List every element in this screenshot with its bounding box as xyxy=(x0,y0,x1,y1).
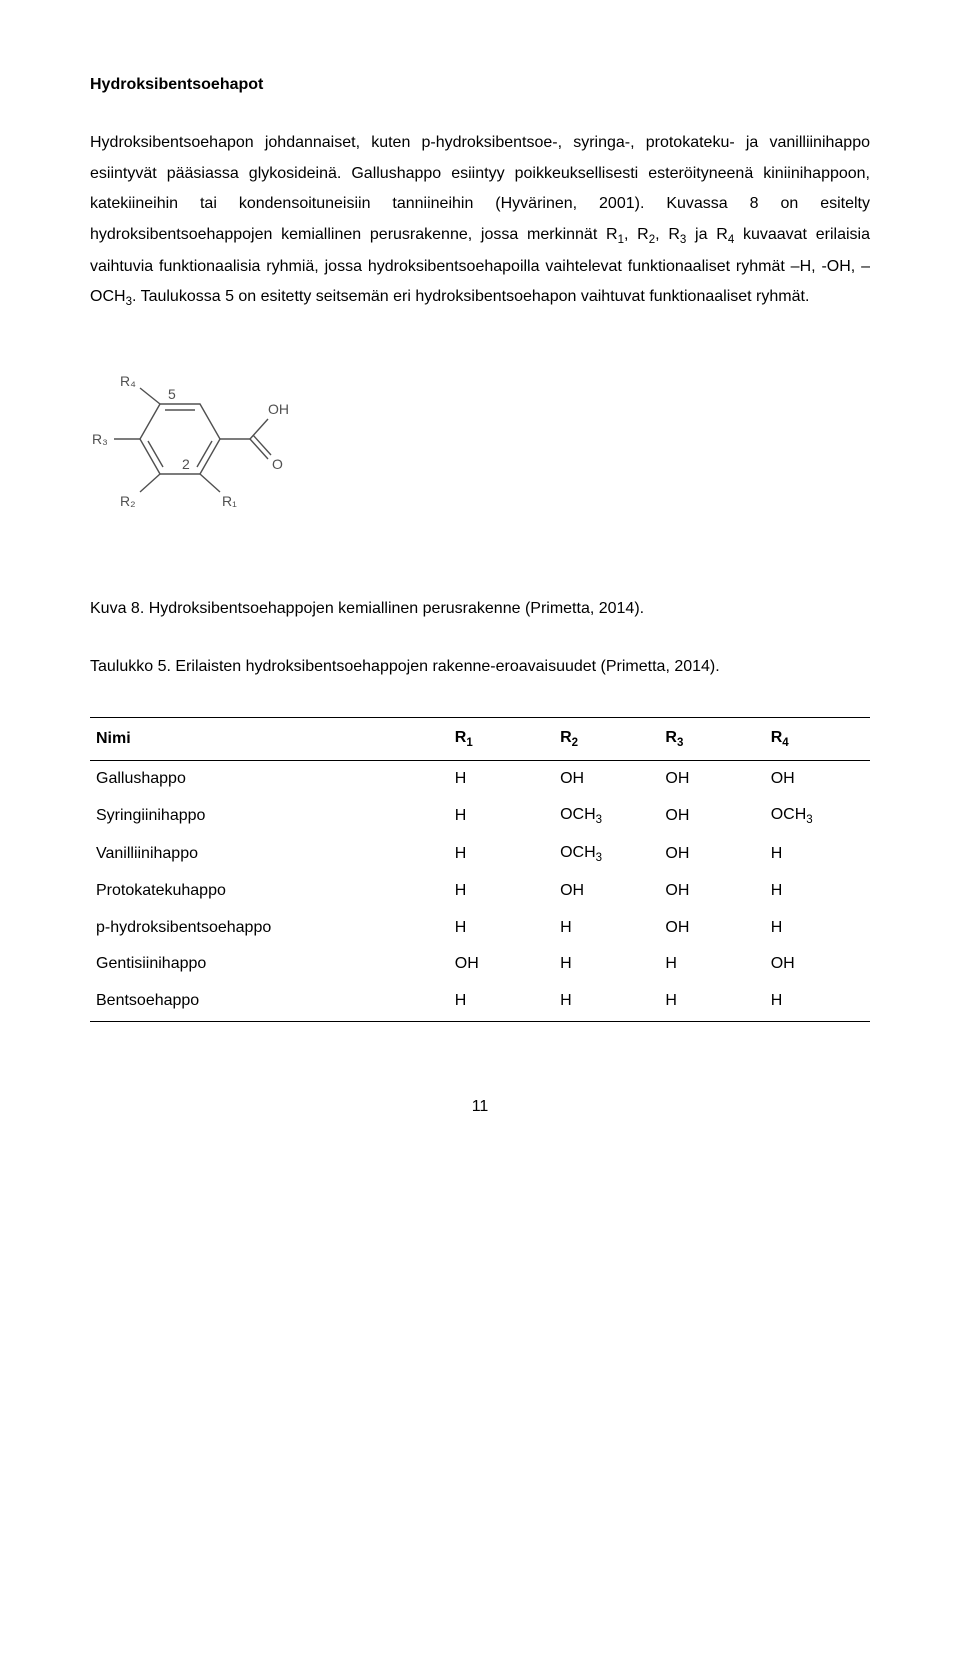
cell-value: H xyxy=(449,797,554,835)
cell-name: Vanilliinihappo xyxy=(90,835,449,873)
main-paragraph: Hydroksibentsoehapon johdannaiset, kuten… xyxy=(90,128,870,314)
cell-value: OH xyxy=(659,873,764,909)
table-row: ProtokatekuhappoHOHOHH xyxy=(90,873,870,909)
figure-caption: Kuva 8. Hydroksibentsoehappojen kemialli… xyxy=(90,594,870,624)
cell-value: H xyxy=(765,873,870,909)
table-row: SyringiinihappoHOCH3OHOCH3 xyxy=(90,797,870,835)
cell-value: OCH3 xyxy=(554,797,659,835)
cell-value: H xyxy=(554,983,659,1022)
cell-value: OH xyxy=(659,760,764,797)
table-body: GallushappoHOHOHOHSyringiinihappoHOCH3OH… xyxy=(90,760,870,1021)
cell-value: H xyxy=(449,910,554,946)
th-r4: R4 xyxy=(765,717,870,760)
cell-value: OCH3 xyxy=(554,835,659,873)
cell-value: H xyxy=(765,910,870,946)
label-r4: R₄ xyxy=(120,373,136,389)
label-oh: OH xyxy=(268,401,289,417)
cell-value: H xyxy=(765,983,870,1022)
th-r2: R2 xyxy=(554,717,659,760)
page-number: 11 xyxy=(90,1092,870,1122)
section-title: Hydroksibentsoehapot xyxy=(90,70,870,100)
cell-name: Protokatekuhappo xyxy=(90,873,449,909)
table-caption: Taulukko 5. Erilaisten hydroksibentsoeha… xyxy=(90,652,870,682)
cell-value: H xyxy=(554,946,659,982)
table-row: VanilliinihappoHOCH3OHH xyxy=(90,835,870,873)
cell-value: OH xyxy=(659,797,764,835)
para-text-2: , R xyxy=(624,226,649,243)
cell-value: H xyxy=(659,946,764,982)
para-text-6: . Taulukossa 5 on esitetty seitsemän eri… xyxy=(132,288,809,305)
cell-value: OH xyxy=(554,760,659,797)
cell-name: p-hydroksibentsoehappo xyxy=(90,910,449,946)
label-5: 5 xyxy=(168,386,176,402)
cell-value: OH xyxy=(659,910,764,946)
molecule-figure: R₄ R₃ R₂ R₁ 5 2 OH O xyxy=(90,364,870,544)
compound-table: Nimi R1 R2 R3 R4 GallushappoHOHOHOHSyrin… xyxy=(90,717,870,1022)
cell-value: H xyxy=(449,835,554,873)
cell-name: Gallushappo xyxy=(90,760,449,797)
cell-name: Bentsoehappo xyxy=(90,983,449,1022)
table-row: p-hydroksibentsoehappoHHOHH xyxy=(90,910,870,946)
cell-value: H xyxy=(449,873,554,909)
cell-value: OH xyxy=(659,835,764,873)
table-row: GallushappoHOHOHOH xyxy=(90,760,870,797)
molecule-svg: R₄ R₃ R₂ R₁ 5 2 OH O xyxy=(90,364,300,544)
cell-value: OH xyxy=(449,946,554,982)
cell-value: OH xyxy=(765,946,870,982)
table-header-row: Nimi R1 R2 R3 R4 xyxy=(90,717,870,760)
table-row: GentisiinihappoOHHHOH xyxy=(90,946,870,982)
cell-value: OH xyxy=(765,760,870,797)
label-o: O xyxy=(272,456,283,472)
table-row: BentsoehappoHHHH xyxy=(90,983,870,1022)
label-r1: R₁ xyxy=(222,493,237,509)
cell-value: H xyxy=(449,760,554,797)
label-r2: R₂ xyxy=(120,493,136,509)
cell-name: Syringiinihappo xyxy=(90,797,449,835)
cell-value: OCH3 xyxy=(765,797,870,835)
cell-name: Gentisiinihappo xyxy=(90,946,449,982)
cell-value: H xyxy=(449,983,554,1022)
para-text-4: ja R xyxy=(686,226,728,243)
th-r1: R1 xyxy=(449,717,554,760)
th-r3: R3 xyxy=(659,717,764,760)
label-2: 2 xyxy=(182,456,190,472)
cell-value: OH xyxy=(554,873,659,909)
label-r3: R₃ xyxy=(92,431,108,447)
cell-value: H xyxy=(659,983,764,1022)
para-text-3: , R xyxy=(655,226,680,243)
cell-value: H xyxy=(554,910,659,946)
cell-value: H xyxy=(765,835,870,873)
th-name: Nimi xyxy=(90,717,449,760)
